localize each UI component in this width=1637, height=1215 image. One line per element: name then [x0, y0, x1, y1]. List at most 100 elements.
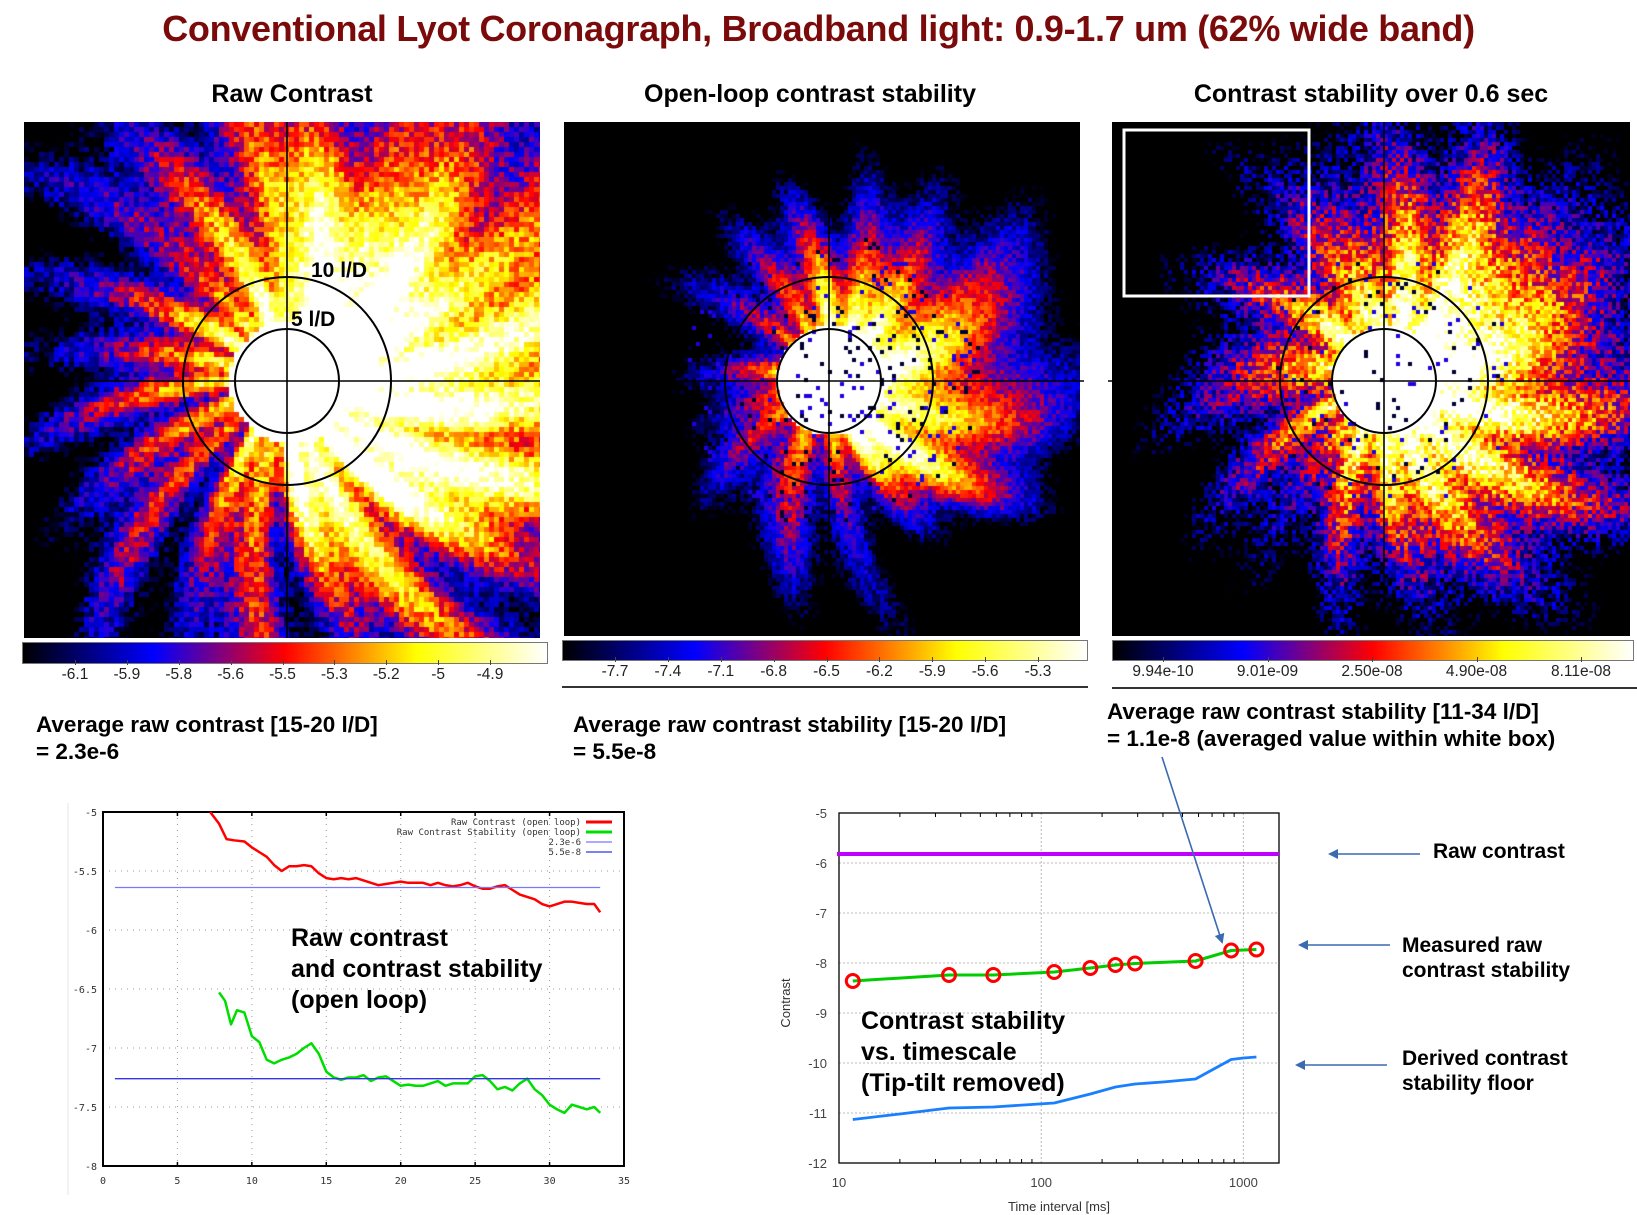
colorbar-tick-mark: [1476, 657, 1478, 662]
ring-10-ld: [724, 276, 934, 486]
x-tick-label: 15: [320, 1176, 332, 1187]
y-tick-label: -12: [808, 1156, 827, 1171]
chart-overlay-raw-contrast-label: Raw contrast and contrast stability (ope…: [291, 924, 543, 1014]
colorbar-tick-label: -5.5: [269, 666, 296, 683]
colorbar-tick-label: -7.7: [601, 663, 629, 680]
colorbar-tick-label: -5: [431, 666, 446, 683]
caption-average-raw-contrast: Average raw contrast [15-20 l/D] = 2.3e-…: [36, 712, 378, 764]
chart-overlay-timescale-label: Contrast stability vs. timescale (Tip-ti…: [861, 1007, 1066, 1097]
data-point-marker: [1107, 957, 1124, 973]
colorbar-tick-label: 4.90e-08: [1445, 663, 1508, 680]
colorbar-underline: [1112, 687, 1637, 689]
y-tick-label: -6.5: [73, 985, 97, 996]
crosshair-open-loop: [564, 122, 1084, 636]
colorbar-tick-label: -4.9: [476, 666, 504, 683]
legend: Raw Contrast (open loop)Raw Contrast Sta…: [397, 818, 612, 858]
data-point-marker: [1187, 953, 1204, 969]
colorbar-tick-mark: [1267, 657, 1269, 662]
colorbar-tick-mark: [667, 657, 669, 662]
colorbar-tick-mark: [932, 657, 934, 662]
series-line-2: [218, 991, 602, 1115]
chart-raw-contrast-open-loop: 0 5 10 15 20 25 30 35 -5 -5.5 -6 -6.5 -7 -7.5 -8 Raw C…: [67, 803, 630, 1195]
x-tick-label: 1000: [1229, 1175, 1258, 1190]
colorbar-tick-mark: [126, 660, 128, 665]
y-tick-label: -7.5: [73, 1103, 97, 1114]
x-tick-label: 0: [100, 1176, 106, 1187]
colorbar-tick-label: -6.8: [760, 663, 787, 680]
colorbar-tick-label: -6.5: [813, 663, 840, 680]
stability-0-6-sec-heatmap: [1112, 122, 1630, 636]
series-derived-floor-line: [852, 1055, 1257, 1121]
data-point-marker: [941, 967, 958, 983]
open-loop-stability-heatmap: [564, 122, 1080, 636]
data-point-marker: [1223, 942, 1240, 959]
series-line-1: [209, 811, 602, 914]
y-tick-label: -7: [815, 906, 827, 921]
ring-label-5-ld: 5 l/D: [291, 308, 336, 331]
colorbar-tick-label: -5.6: [217, 666, 244, 683]
page-title: Conventional Lyot Coronagraph, Broadband…: [162, 8, 1475, 49]
y-tick-label: -5.5: [73, 867, 97, 878]
colorbar-tick-mark: [1372, 657, 1373, 662]
y-tick-label: -5: [815, 806, 827, 821]
data-point-marker: [1082, 960, 1099, 976]
legend-label: Raw Contrast Stability (open loop): [397, 828, 581, 838]
y-tick-label: -11: [809, 1106, 827, 1121]
white-averaging-box: [1122, 128, 1311, 298]
x-tick-label: 10: [246, 1176, 258, 1187]
data-point-marker: [985, 967, 1002, 983]
caption-average-stability-white-box: Average raw contrast stability [11-34 l/…: [1107, 699, 1556, 751]
colorbar-tick-mark: [826, 657, 828, 662]
x-tick-label: 5: [174, 1176, 180, 1187]
colorbar-tick-label: 9.01e-09: [1236, 663, 1299, 680]
ring-10-ld: [1279, 276, 1489, 486]
x-tick-label: 25: [469, 1176, 481, 1187]
ring-10-ld: [182, 276, 392, 486]
legend-label: Raw Contrast (open loop): [451, 818, 581, 828]
series: [114, 811, 602, 1115]
annotation-derived-contrast-stability-floor: Derived contrast stability floor: [1402, 1047, 1568, 1095]
colorbar-tick-mark: [1581, 657, 1582, 662]
crosshair-raw: [24, 122, 540, 638]
annotation-measured-raw-contrast-stability: Measured raw contrast stability: [1402, 934, 1571, 982]
y-tick-label: -7: [85, 1044, 97, 1055]
panel-title-raw-contrast: Raw Contrast: [211, 80, 373, 108]
x-axis-label: Time interval [ms]: [1008, 1199, 1110, 1214]
colorbar-open-loop-stability: [562, 640, 1088, 661]
colorbar-tick-mark: [386, 660, 388, 665]
colorbar-tick-mark: [615, 657, 616, 662]
x-tick-label: 10: [832, 1175, 846, 1190]
y-tick-label: -10: [808, 1056, 827, 1071]
colorbar-tick-label: -6.2: [866, 663, 893, 680]
crosshair-stability: [1108, 122, 1630, 636]
x-tick-label: 20: [395, 1176, 407, 1187]
x-tick-label: 35: [618, 1176, 630, 1187]
colorbar-tick-mark: [490, 660, 491, 665]
colorbar-tick-label: -5.9: [113, 666, 141, 683]
series-measured-stability-line: [852, 948, 1257, 983]
colorbar-tick-label: -5.3: [1024, 663, 1052, 680]
ring-5-ld: [1331, 328, 1437, 434]
heatmap-overlays: [24, 122, 1630, 638]
colorbar-tick-mark: [230, 660, 232, 665]
data-point-marker: [844, 973, 861, 989]
x-tick-label: 30: [544, 1176, 556, 1187]
raw-contrast-heatmap: [24, 122, 540, 638]
colorbar-tick-mark: [720, 657, 722, 662]
colorbar-tick-label: -5.3: [321, 666, 348, 683]
plot-frame: [838, 812, 1280, 1164]
colorbar-tick-mark: [1163, 657, 1164, 662]
colorbar-tick-label: -7.4: [654, 663, 682, 680]
ring-5-ld: [234, 328, 340, 434]
y-axis-label: Contrast: [778, 978, 793, 1028]
x-tick-label: 100: [1030, 1175, 1052, 1190]
colorbar-tick-label: -5.6: [971, 663, 999, 680]
colorbar-raw-contrast: [22, 642, 548, 664]
annotation-raw-contrast: Raw contrast: [1433, 840, 1565, 863]
data-point-marker: [1126, 955, 1143, 972]
colorbar-tick-label: -5.9: [918, 663, 946, 680]
colorbar-tick-label: -5.2: [372, 666, 400, 683]
colorbar-tick-label: 9.94e-10: [1132, 663, 1194, 680]
chart-contrast-stability-vs-timescale: 10 100 1000 -5 -6 -7 -8 -9 -10 -11 -12 Time interva…: [778, 806, 1280, 1214]
